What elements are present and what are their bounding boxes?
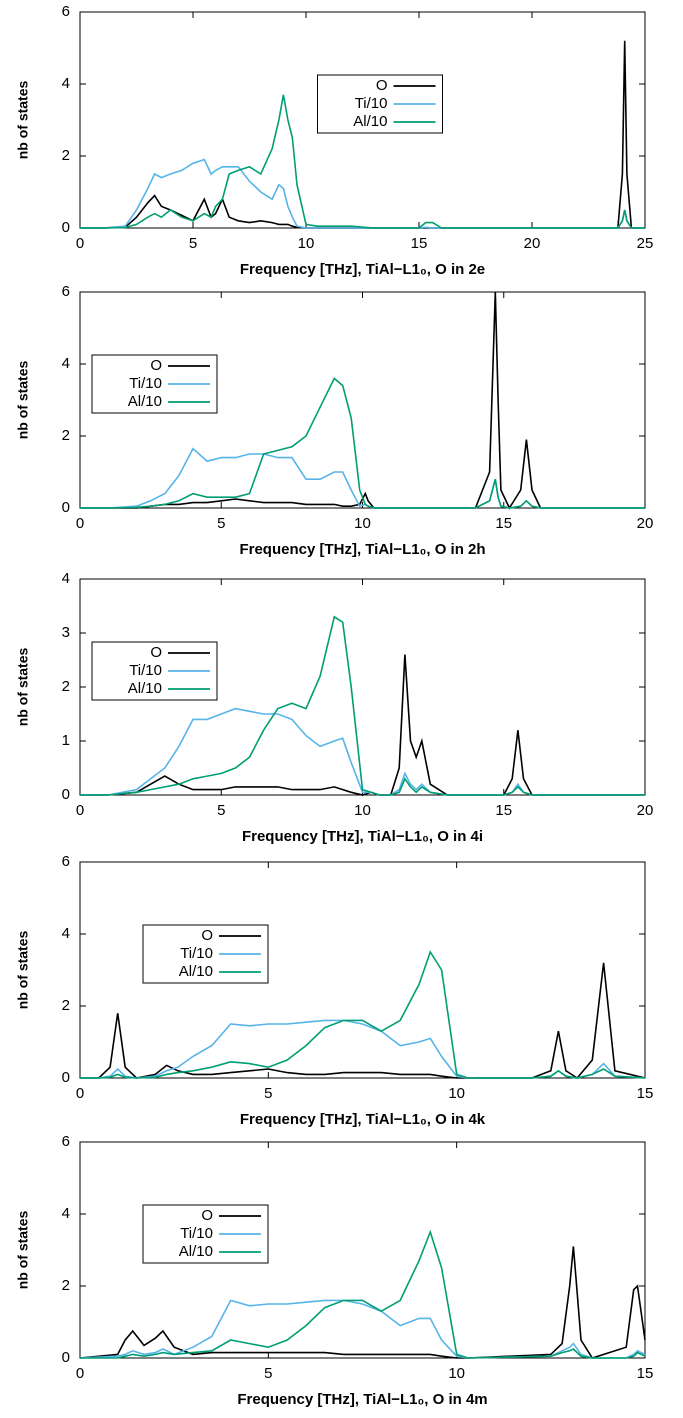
x-tick-label: 5: [217, 515, 225, 532]
y-tick-label: 4: [62, 570, 70, 587]
y-tick-label: 1: [62, 732, 70, 749]
y-tick-label: 2: [62, 997, 70, 1014]
legend-label: O: [201, 927, 213, 944]
y-tick-label: 6: [62, 853, 70, 870]
x-tick-label: 5: [264, 1365, 272, 1382]
legend-label: O: [201, 1207, 213, 1224]
legend-label: O: [376, 77, 388, 94]
chart-panel: 0 2 4 6 0 5 10 15 20 25 Frequency [THz], TiAl−L1₀,…: [15, 3, 654, 278]
legend-label: Ti/10: [129, 662, 162, 679]
x-axis-label: Frequency [THz], TiAl−L1₀, O in 4m: [237, 1391, 487, 1408]
x-tick-label: 15: [637, 1085, 654, 1102]
y-axis-label: nb of states: [15, 81, 31, 160]
legend-label: Al/10: [353, 113, 387, 130]
y-tick-label: 0: [62, 786, 70, 803]
legend-label: Ti/10: [180, 945, 213, 962]
data-line: [80, 94, 645, 229]
x-tick-label: 10: [354, 515, 371, 532]
legend-label: Ti/10: [129, 375, 162, 392]
x-tick-label: 15: [411, 235, 428, 252]
data-line: [80, 615, 645, 796]
plot-frame: [79, 1141, 646, 1359]
data-line: [79, 1299, 646, 1359]
x-tick-label: 0: [76, 235, 84, 252]
y-tick-label: 2: [62, 147, 70, 164]
data-line: [80, 291, 645, 510]
legend-label: O: [150, 644, 162, 661]
y-tick-label: 2: [62, 427, 70, 444]
legend-label: Al/10: [128, 680, 162, 697]
legend-label: O: [150, 357, 162, 374]
y-tick-label: 2: [62, 678, 70, 695]
y-tick-label: 6: [62, 1133, 70, 1150]
legend-label: Al/10: [128, 393, 162, 410]
x-tick-label: 15: [637, 1365, 654, 1382]
data-line: [80, 962, 646, 1080]
data-line: [80, 950, 646, 1079]
x-axis-label: Frequency [THz], TiAl−L1₀, O in 4i: [242, 828, 483, 845]
x-tick-label: 0: [76, 515, 84, 532]
y-tick-label: 4: [62, 1205, 70, 1222]
y-tick-label: 3: [62, 624, 70, 641]
chart-panel: 0 2 4 6 0 5 10 15 Frequency [THz], TiAl−L1₀, O i…: [15, 1133, 654, 1408]
chart-panel: 0 1 2 3 4 0 5 10 15 20 Frequency [THz], TiAl−L1₀, …: [15, 570, 654, 845]
data-line: [79, 1246, 646, 1359]
y-tick-label: 2: [62, 1277, 70, 1294]
y-axis-label: nb of states: [15, 931, 31, 1010]
legend-label: Ti/10: [180, 1225, 213, 1242]
y-tick-label: 4: [62, 75, 70, 92]
legend-label: Al/10: [179, 963, 213, 980]
chart-panel: 0 2 4 6 0 5 10 15 Frequency [THz], TiAl−L1₀, O i…: [15, 853, 654, 1128]
data-line: [80, 158, 645, 229]
x-axis-label: Frequency [THz], TiAl−L1₀, O in 4k: [240, 1111, 486, 1128]
y-tick-label: 4: [62, 925, 70, 942]
y-tick-label: 6: [62, 3, 70, 20]
data-line: [80, 1019, 646, 1079]
y-tick-label: 0: [62, 499, 70, 516]
y-tick-label: 0: [62, 219, 70, 236]
y-axis-label: nb of states: [15, 361, 31, 440]
x-axis-label: Frequency [THz], TiAl−L1₀, O in 2h: [239, 541, 485, 558]
chart-panel: 0 2 4 6 0 5 10 15 20 Frequency [THz], TiAl−L1₀, O…: [15, 283, 654, 558]
x-tick-label: 0: [76, 1365, 84, 1382]
data-line: [80, 377, 645, 509]
plot-frame: [79, 861, 646, 1079]
y-tick-label: 0: [62, 1349, 70, 1366]
x-tick-label: 20: [524, 235, 541, 252]
x-tick-label: 0: [76, 802, 84, 819]
data-line: [80, 1229, 646, 1359]
x-tick-label: 5: [217, 802, 225, 819]
x-tick-label: 20: [637, 515, 654, 532]
x-tick-label: 20: [637, 802, 654, 819]
legend-label: Ti/10: [355, 95, 388, 112]
x-tick-label: 0: [76, 1085, 84, 1102]
y-tick-label: 4: [62, 355, 70, 372]
x-tick-label: 5: [189, 235, 197, 252]
x-tick-label: 10: [448, 1085, 465, 1102]
data-line: [80, 707, 645, 796]
y-tick-label: 0: [62, 1069, 70, 1086]
x-tick-label: 10: [354, 802, 371, 819]
x-tick-label: 10: [448, 1365, 465, 1382]
x-axis-label: Frequency [THz], TiAl−L1₀, O in 2e: [240, 261, 485, 278]
y-tick-label: 6: [62, 283, 70, 300]
x-tick-label: 10: [298, 235, 315, 252]
x-tick-label: 15: [495, 515, 512, 532]
legend-label: Al/10: [179, 1243, 213, 1260]
y-axis-label: nb of states: [15, 648, 31, 727]
y-axis-label: nb of states: [15, 1211, 31, 1290]
x-tick-label: 5: [264, 1085, 272, 1102]
data-line: [80, 40, 645, 229]
x-tick-label: 25: [637, 235, 654, 252]
x-tick-label: 15: [495, 802, 512, 819]
